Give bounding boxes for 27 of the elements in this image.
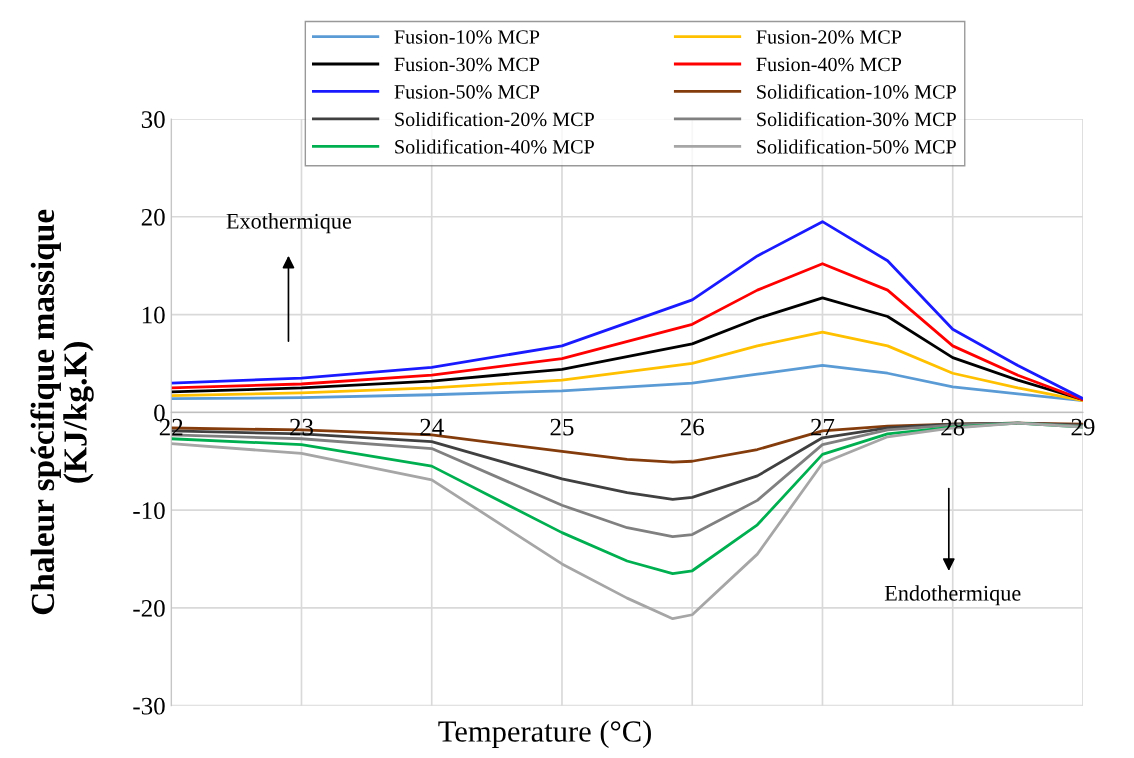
legend-label: Solidification-20% MCP [395,111,594,127]
y-tick-label: 30 [141,111,165,128]
y-axis-title: Chaleur spécifique massique (KJ/kg.K) [30,209,94,615]
legend-label: Fusion-40% MCP [756,57,902,72]
legend-label: Fusion-50% MCP [394,85,540,99]
x-tick-label: 26 [680,418,704,436]
legend-label: Fusion-20% MCP [756,30,902,44]
legend-label: Fusion-10% MCP [394,30,540,44]
y-tick-label: -30 [133,697,165,715]
legend-label: Solidification-40% MCP [395,139,594,154]
line-series [171,364,1083,403]
line-series [171,330,1083,403]
x-axis-title: Temperature (°C) [438,720,651,749]
y-tick-label: 20 [141,208,165,226]
legend-label: Solidification-10% MCP [757,84,956,99]
annotation: Endothermique [884,585,1021,606]
x-tick-label: 24 [420,418,444,436]
legend-label: Fusion-30% MCP [394,57,540,72]
legend-label: Solidification-30% MCP [757,111,956,127]
x-tick-label: 29 [1071,418,1095,436]
annotation: Exothermique [226,213,352,234]
y-tick-label: -20 [133,599,165,617]
y-tick-label: -10 [133,502,165,520]
legend-label: Solidification-50% MCP [757,139,956,154]
y-tick-label: 10 [142,306,165,324]
x-tick-label: 25 [550,418,574,436]
line-series [171,262,1083,402]
